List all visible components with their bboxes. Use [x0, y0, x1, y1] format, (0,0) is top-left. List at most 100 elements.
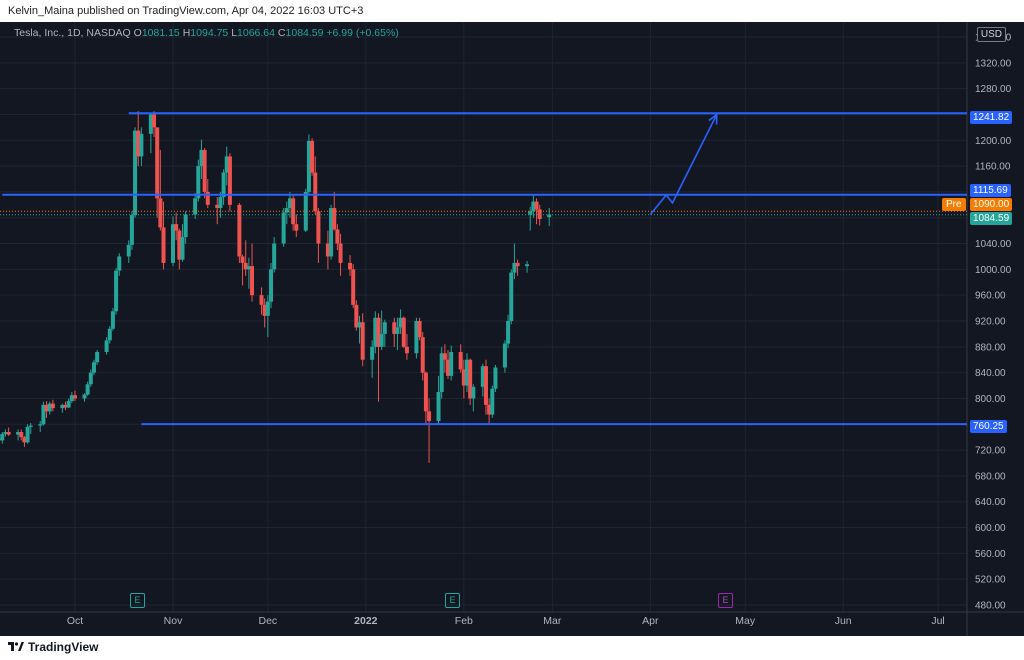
candle-body — [376, 317, 381, 347]
x-tick-label: 2022 — [354, 615, 378, 627]
candle-body — [224, 156, 229, 173]
candle-body — [117, 256, 122, 271]
candle-body — [502, 343, 507, 368]
candle-body — [281, 212, 286, 244]
candle-body — [161, 227, 166, 263]
candle-body — [525, 264, 530, 267]
tradingview-logo-icon — [8, 642, 24, 651]
x-tick-label: Feb — [455, 615, 473, 627]
last-price-tag: 1084.59 — [970, 212, 1013, 225]
candle-body — [139, 133, 144, 157]
candle-body — [420, 337, 425, 373]
candle-body — [506, 321, 511, 344]
candle-body — [246, 266, 251, 270]
candle-body — [0, 433, 5, 441]
pre-market-label: Pre — [942, 198, 966, 211]
y-tick-label: 1160.00 — [975, 162, 1011, 173]
projection-arrow-path — [649, 114, 718, 216]
x-tick-label: Jul — [931, 615, 944, 627]
candle-body — [379, 333, 384, 347]
chart-area[interactable]: 480.00 520.00 560.00 600.00 640.00 680.00 720.… — [0, 22, 1024, 636]
candle-body — [512, 262, 517, 273]
high-value: 1094.75 — [190, 27, 229, 39]
candle-body — [171, 224, 175, 263]
candle-body — [174, 224, 179, 231]
candle-body — [370, 346, 375, 360]
candle-body — [28, 425, 33, 427]
candle-body — [44, 404, 49, 412]
candle-body — [205, 191, 210, 205]
earnings-marker-apr[interactable]: E — [718, 593, 733, 608]
high-label: H — [182, 27, 191, 39]
candle-body — [3, 432, 8, 434]
candle-body — [22, 437, 27, 443]
candle-body — [63, 404, 68, 408]
currency-button[interactable]: USD — [976, 27, 1006, 42]
earnings-marker-oct[interactable]: E — [130, 593, 145, 608]
candle-body — [250, 266, 255, 296]
candle-body — [177, 230, 182, 260]
candle-body — [398, 317, 403, 328]
candle-body — [50, 403, 55, 409]
projection-arrow-head — [708, 112, 718, 125]
candle-body — [351, 269, 356, 305]
candle-body — [442, 353, 447, 360]
candle-body — [104, 340, 109, 352]
candle-body — [458, 351, 463, 370]
y-tick-label: 960.00 — [975, 291, 1006, 302]
y-tick-label: 920.00 — [975, 317, 1006, 328]
candle-body — [392, 322, 397, 334]
y-tick-label: 1000.00 — [975, 265, 1012, 276]
candle-body — [480, 366, 485, 387]
candle-body — [202, 149, 207, 192]
x-tick-label: May — [735, 615, 756, 627]
price-tag-top-line: 1241.82 — [970, 111, 1013, 124]
price-tag-mid-line: 1115.69 — [970, 184, 1011, 197]
footer-bar: TradingView — [0, 636, 1024, 660]
candle-body — [382, 322, 387, 334]
candle-body — [218, 197, 223, 209]
x-tick-label: Dec — [258, 615, 277, 627]
publisher-bar: Kelvin_Maina published on TradingView.co… — [0, 0, 1024, 22]
candle-body — [531, 201, 536, 212]
x-tick-label: Mar — [543, 615, 562, 627]
change-value: +6.99 (+0.65%) — [326, 27, 399, 39]
candle-body — [468, 359, 473, 399]
close-label: C — [277, 27, 286, 39]
candle-body — [265, 301, 270, 316]
y-tick-label: 800.00 — [975, 394, 1006, 405]
y-tick-label: 1040.00 — [975, 239, 1012, 250]
earnings-marker-jan[interactable]: E — [445, 593, 460, 608]
candle-body — [66, 401, 71, 408]
candle-body — [537, 209, 542, 220]
y-tick-label: 520.00 — [975, 575, 1006, 586]
publisher-text: Kelvin_Maina published on TradingView.co… — [8, 5, 364, 17]
candlestick-chart[interactable]: 480.00 520.00 560.00 600.00 640.00 680.00 720.… — [0, 22, 1024, 636]
candle-body — [25, 426, 30, 443]
candle-body — [547, 214, 552, 218]
close-value: 1084.59 — [285, 27, 324, 39]
y-tick-label: 840.00 — [975, 368, 1006, 379]
y-tick-label: 560.00 — [975, 549, 1006, 560]
candle-body — [129, 215, 134, 245]
candle-body — [316, 211, 321, 244]
candle-body — [114, 270, 119, 312]
candle-body — [417, 321, 422, 338]
candle-body — [262, 304, 267, 316]
candle-body — [85, 384, 90, 395]
candle-body — [193, 198, 198, 215]
symbol-name: Tesla, Inc., 1D, NASDAQ — [14, 27, 131, 39]
candle-body — [310, 140, 315, 173]
candle-body — [47, 403, 52, 412]
candle-body — [360, 322, 365, 360]
candle-body — [329, 208, 334, 257]
y-tick-label: 720.00 — [975, 446, 1006, 457]
candle-body — [126, 244, 131, 257]
candle-body — [335, 229, 340, 244]
candle-body — [461, 369, 466, 386]
candle-body — [199, 149, 204, 167]
candle-body — [259, 295, 264, 305]
candle-body — [439, 353, 444, 392]
candle-body — [73, 395, 77, 399]
candle-body — [357, 322, 362, 328]
